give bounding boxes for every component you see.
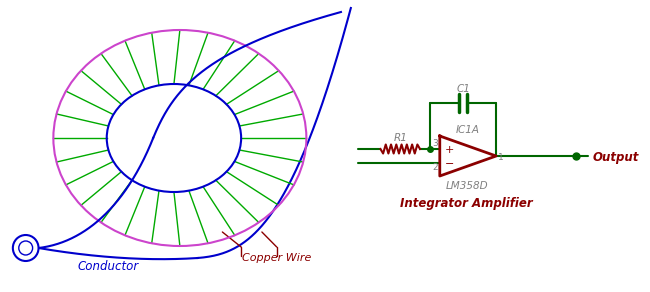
Text: Copper Wire: Copper Wire bbox=[242, 253, 311, 263]
Text: 1: 1 bbox=[498, 154, 504, 163]
Text: R1: R1 bbox=[393, 133, 407, 143]
Text: 2: 2 bbox=[432, 164, 438, 173]
Text: LM358D: LM358D bbox=[446, 181, 489, 191]
Text: −: − bbox=[445, 159, 454, 169]
Text: +: + bbox=[445, 145, 454, 155]
Text: Integrator Amplifier: Integrator Amplifier bbox=[400, 197, 533, 211]
Text: IC1A: IC1A bbox=[456, 125, 480, 135]
Circle shape bbox=[13, 235, 38, 261]
Text: 3: 3 bbox=[432, 140, 438, 149]
Text: C1: C1 bbox=[456, 84, 470, 94]
Text: Conductor: Conductor bbox=[77, 260, 138, 272]
Text: Output: Output bbox=[593, 150, 640, 164]
Circle shape bbox=[19, 241, 32, 255]
